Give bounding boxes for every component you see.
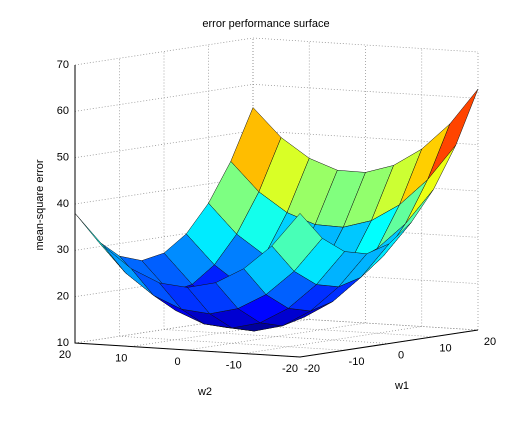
surface-cell: [271, 212, 323, 272]
z-axis-label: mean-square error: [34, 159, 46, 250]
x-tick-label: 20: [484, 336, 496, 348]
grid-line: [74, 130, 254, 159]
grid-line: [74, 37, 254, 66]
z-tick-label: 10: [57, 337, 69, 349]
z-tick-label: 30: [57, 244, 69, 256]
x-tick-label: -20: [304, 363, 320, 375]
z-tick-label: 60: [57, 105, 69, 117]
x-tick-label: -10: [349, 356, 365, 368]
y-axis-label: w2: [197, 386, 212, 398]
y-tick-label: -10: [226, 359, 242, 371]
x-tick-label: 10: [439, 343, 451, 355]
chart-title: error performance surface: [202, 18, 329, 30]
y-tick-label: -20: [282, 363, 298, 375]
z-tick-label: 40: [57, 198, 69, 210]
x-axis-label: w1: [394, 380, 409, 392]
grid-line: [243, 326, 422, 354]
z-tick-label: 50: [57, 152, 69, 164]
grid-line: [187, 322, 366, 351]
z-tick-label: 70: [57, 59, 69, 71]
x-tick-label: 0: [398, 349, 404, 361]
y-tick-label: 10: [115, 352, 127, 364]
z-tick-label: 20: [57, 291, 69, 303]
y-tick-label: 0: [174, 356, 180, 368]
axis-edge: [74, 65, 479, 358]
y-tick-label: 20: [59, 349, 71, 361]
